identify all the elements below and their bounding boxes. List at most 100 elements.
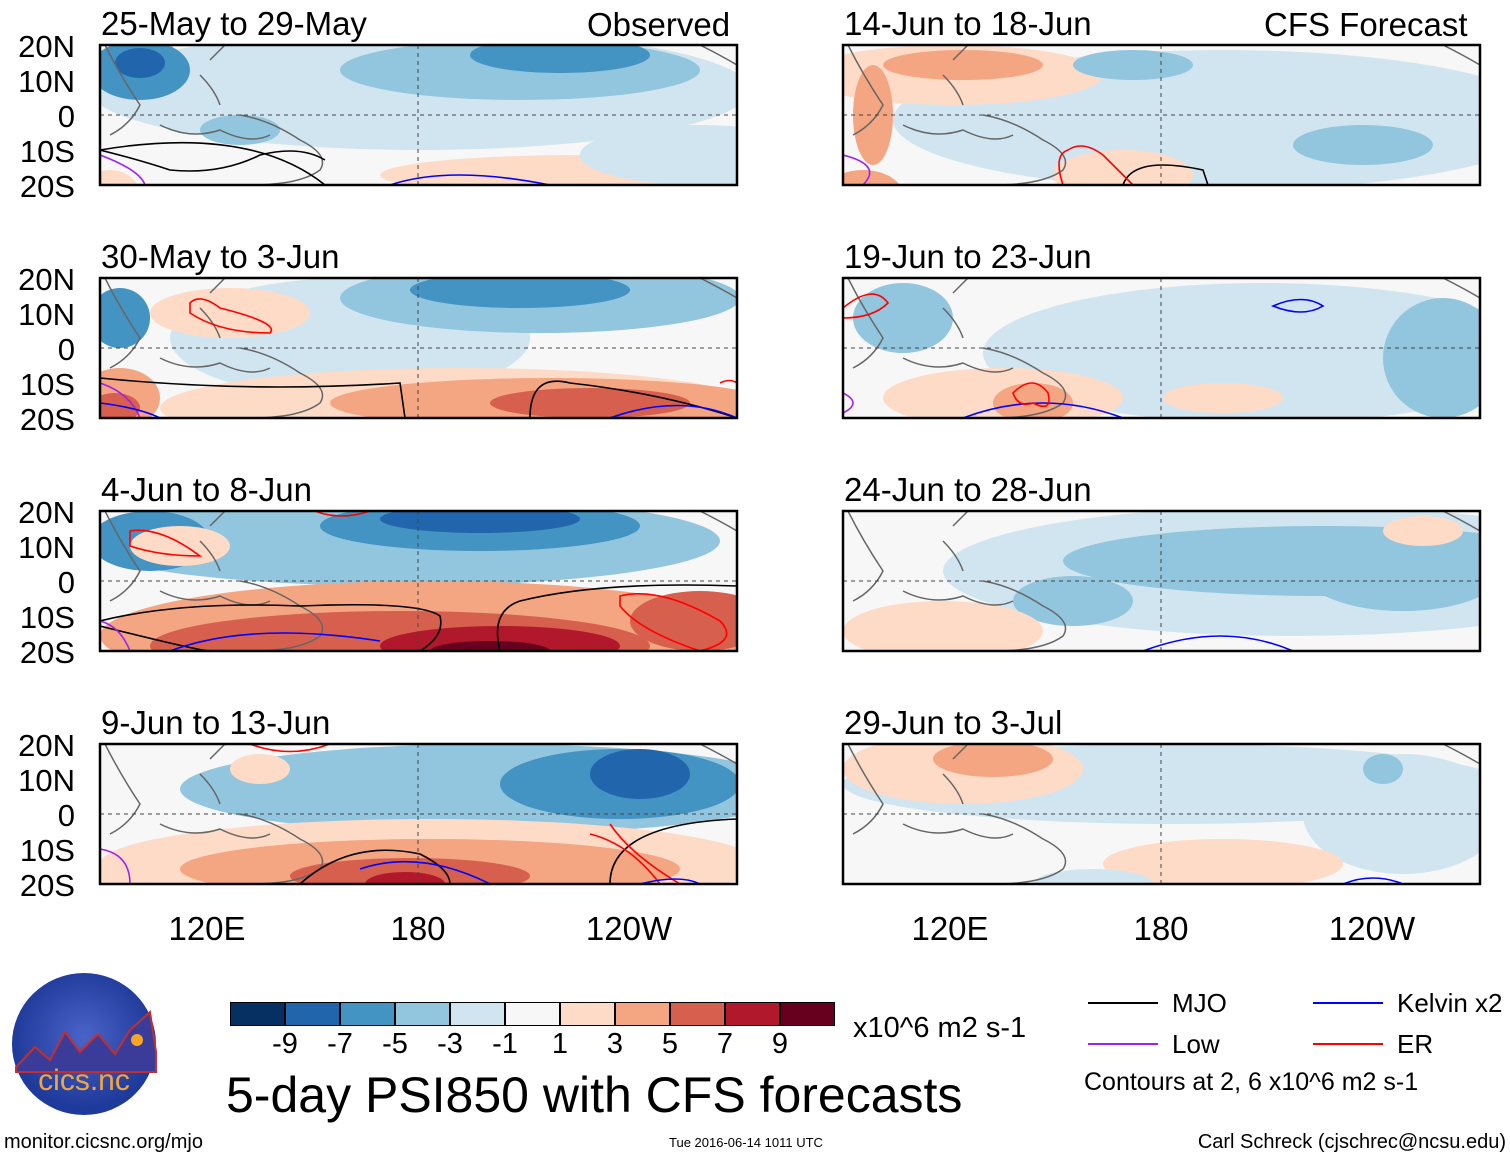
- anomaly-region: [100, 854, 170, 884]
- panel-title: 29-Jun to 3-Jul: [844, 704, 1063, 741]
- y-tick-label: 10S: [19, 367, 75, 402]
- wave-contour: [100, 603, 442, 651]
- y-tick-label: 0: [57, 565, 75, 600]
- x-tick-label: 120E: [168, 910, 246, 947]
- y-tick-label: 0: [57, 798, 75, 833]
- wave-contour: [496, 584, 737, 651]
- legend-line: [1088, 1043, 1158, 1045]
- map-panel: [98, 509, 739, 653]
- panel-frame: [841, 43, 1482, 187]
- map-panel: [841, 276, 1482, 420]
- anomaly-region: [365, 872, 445, 884]
- contour-note: Contours at 2, 6 x10^6 m2 s-1: [1084, 1068, 1419, 1096]
- y-tick-label: 10N: [18, 530, 75, 565]
- anomaly-region: [1053, 150, 1193, 185]
- y-tick-label: 20S: [19, 169, 75, 204]
- anomaly-region: [230, 754, 290, 784]
- y-tick-label: 20S: [19, 635, 75, 670]
- anomaly-region: [380, 626, 620, 651]
- panel-title: 9-Jun to 13-Jun: [101, 704, 331, 741]
- wave-contour: [100, 149, 326, 172]
- wave-contour: [189, 298, 273, 334]
- x-tick-label: 120W: [585, 910, 673, 947]
- colorbar-tick: 3: [606, 1028, 624, 1060]
- panel-frame: [98, 742, 739, 886]
- footer-author: Carl Schreck (cjschrec@ncsu.edu): [1197, 1131, 1506, 1153]
- figure-title: 5-day PSI850 with CFS forecasts: [226, 1067, 963, 1123]
- y-tick-label: 10N: [18, 297, 75, 332]
- anomaly-region: [590, 749, 690, 799]
- panel-frame: [98, 276, 739, 420]
- logo-text: cics.nc: [38, 1064, 130, 1097]
- footer-url[interactable]: monitor.cicsnc.org/mjo: [4, 1131, 203, 1153]
- colorbar-swatch: [670, 1002, 725, 1026]
- coastline: [847, 511, 1480, 651]
- legend-label: ER: [1397, 1029, 1434, 1059]
- panel-title: 14-Jun to 18-Jun: [844, 5, 1092, 42]
- anomaly-region: [1073, 50, 1193, 80]
- x-tick-label: 120W: [1328, 910, 1416, 947]
- coastline: [847, 278, 1480, 418]
- panel-title: 30-May to 3-Jun: [101, 238, 340, 275]
- anomaly-region: [630, 591, 737, 651]
- map-panel: [841, 742, 1482, 886]
- anomaly-region: [580, 125, 737, 185]
- panel-title: 4-Jun to 8-Jun: [101, 471, 312, 508]
- y-tick-label: 10S: [19, 833, 75, 868]
- anomaly-region: [1303, 531, 1480, 611]
- coastline: [104, 45, 737, 185]
- wave-contour: [843, 293, 890, 319]
- wave-contour: [100, 848, 131, 884]
- anomaly-region: [100, 170, 138, 185]
- anomaly-region: [115, 48, 165, 78]
- anomaly-region: [1293, 125, 1433, 165]
- panel-frame: [98, 43, 739, 187]
- coastline: [104, 744, 737, 884]
- wave-contour: [359, 860, 491, 884]
- colorbar-tick: -3: [437, 1028, 463, 1060]
- colorbar-swatch: [285, 1002, 340, 1026]
- anomaly-region: [410, 278, 630, 308]
- colorbar-tick: -9: [272, 1028, 298, 1060]
- wave-contour: [609, 818, 737, 884]
- map-panel: [98, 43, 739, 187]
- anomaly-region: [1013, 576, 1133, 626]
- coastline: [847, 744, 1480, 884]
- panel-title: 24-Jun to 28-Jun: [844, 471, 1092, 508]
- colorbar-swatch: [395, 1002, 450, 1026]
- anomaly-region: [1303, 754, 1480, 874]
- anomaly-region: [490, 388, 690, 418]
- colorbar-tick: 7: [716, 1028, 734, 1060]
- y-tick-label: 20S: [19, 868, 75, 903]
- anomaly-region: [290, 858, 530, 884]
- panel-frame: [841, 742, 1482, 886]
- anomaly-region: [843, 170, 900, 185]
- panel-frame: [98, 509, 739, 653]
- colorbar-tick: 1: [551, 1028, 569, 1060]
- y-tick-label: 20N: [18, 262, 75, 297]
- colorbar-swatch: [230, 1002, 285, 1026]
- colorbar-swatch: [560, 1002, 615, 1026]
- colorbar-tick: 5: [661, 1028, 679, 1060]
- legend-line: [1313, 1002, 1383, 1004]
- wave-contour: [1012, 382, 1050, 408]
- legend-label: MJO: [1172, 988, 1227, 1018]
- anomaly-region: [933, 744, 1053, 777]
- cics-logo: cics.nc: [12, 973, 157, 1115]
- legend-label: Kelvin x2: [1397, 988, 1503, 1018]
- wave-contour: [609, 404, 737, 418]
- colorbar-swatch: [780, 1002, 835, 1026]
- panel-title: 19-Jun to 23-Jun: [844, 238, 1092, 275]
- wave-contour: [609, 823, 681, 884]
- colorbar-swatch: [340, 1002, 395, 1026]
- x-tick-label: 180: [390, 910, 446, 947]
- anomaly-region: [430, 641, 550, 651]
- anomaly-region: [1363, 754, 1403, 784]
- x-tick-label: 180: [1133, 910, 1189, 947]
- wave-contour: [1058, 149, 1069, 185]
- wave-contour: [169, 632, 381, 651]
- coastline: [847, 45, 1480, 185]
- colorbar-tick: -5: [382, 1028, 408, 1060]
- wave-contour: [843, 392, 854, 414]
